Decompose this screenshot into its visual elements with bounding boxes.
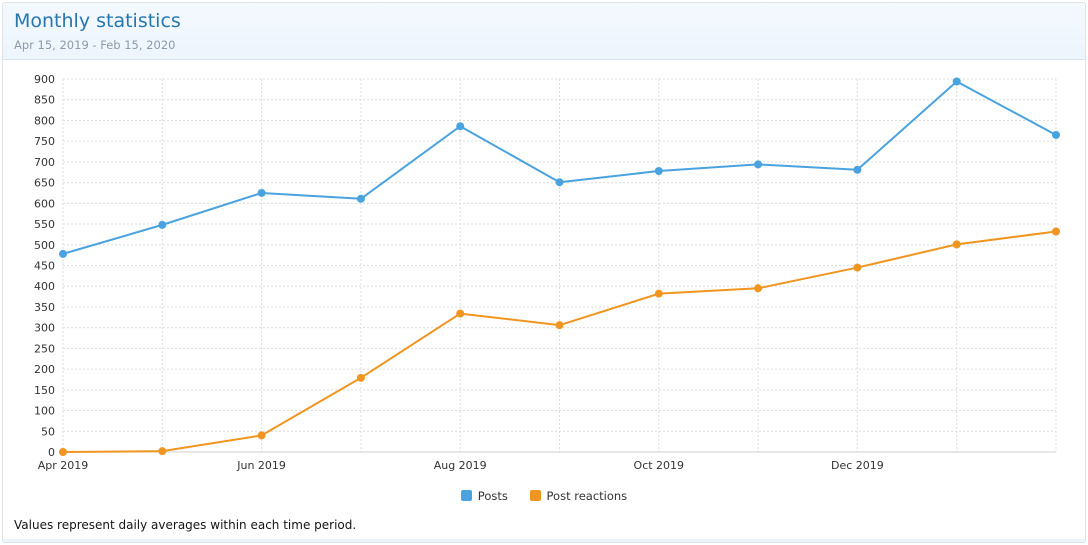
- y-tick-label: 300: [34, 322, 55, 335]
- y-tick-label: 800: [34, 114, 55, 127]
- y-tick-label: 700: [34, 156, 55, 169]
- post-reactions-point: [158, 447, 167, 456]
- x-tick-label: Dec 2019: [831, 459, 884, 472]
- posts-swatch: [460, 490, 472, 501]
- y-tick-label: 600: [34, 197, 55, 210]
- y-tick-label: 550: [34, 218, 55, 231]
- posts-point: [654, 167, 663, 176]
- y-tick-label: 900: [34, 73, 55, 86]
- posts-point: [257, 188, 266, 197]
- posts-point: [555, 178, 564, 187]
- legend-label-posts: Posts: [477, 489, 508, 503]
- post-reactions-point: [257, 431, 266, 440]
- y-tick-label: 150: [34, 384, 55, 397]
- legend-item-post-reactions[interactable]: Post reactions: [529, 489, 628, 503]
- post-reactions-point: [952, 240, 961, 249]
- line-chart: 0 50 100 150 200 250 300 350 400 450 500 550 600 650 7…: [34, 73, 1060, 472]
- posts-point: [1052, 130, 1060, 139]
- y-tick-label: 50: [41, 425, 55, 438]
- posts-point: [853, 165, 862, 174]
- y-tick-label: 750: [34, 135, 55, 148]
- post-reactions-swatch: [529, 490, 541, 501]
- chart-legend: Posts Post reactions: [3, 489, 1085, 503]
- x-tick-label: Aug 2019: [434, 459, 487, 472]
- y-tick-label: 400: [34, 280, 55, 293]
- y-tick-label: 100: [34, 405, 55, 418]
- post-reactions-point: [654, 289, 663, 298]
- legend-item-posts[interactable]: Posts: [460, 489, 508, 503]
- x-tick-label: Oct 2019: [634, 459, 685, 472]
- x-tick-label: Jun 2019: [236, 459, 286, 472]
- posts-point: [456, 122, 465, 131]
- posts-point: [356, 194, 365, 203]
- y-tick-label: 850: [34, 94, 55, 107]
- x-tick-label: Apr 2019: [38, 459, 89, 472]
- post-reactions-point: [853, 263, 862, 272]
- y-tick-label: 0: [48, 446, 55, 459]
- y-tick-label: 350: [34, 301, 55, 314]
- posts-point: [59, 249, 67, 258]
- date-range: Apr 15, 2019 - Feb 15, 2020: [14, 38, 176, 52]
- post-reactions-point: [356, 373, 365, 382]
- block-header: Monthly statistics Apr 15, 2019 - Feb 15…: [3, 3, 1085, 60]
- footer-strip: [3, 539, 1085, 542]
- post-reactions-point: [1052, 227, 1060, 236]
- y-tick-label: 200: [34, 363, 55, 376]
- post-reactions-point: [754, 284, 763, 293]
- post-reactions-point: [456, 309, 465, 318]
- posts-point: [158, 220, 167, 229]
- footnote: Values represent daily averages within e…: [14, 518, 357, 532]
- post-reactions-point: [555, 321, 564, 330]
- posts-point: [754, 160, 763, 169]
- page-title: Monthly statistics: [14, 10, 181, 32]
- y-tick-label: 500: [34, 239, 55, 252]
- y-tick-label: 650: [34, 177, 55, 190]
- post-reactions-point: [59, 448, 67, 456]
- legend-label-post-reactions: Post reactions: [546, 489, 628, 503]
- y-tick-label: 250: [34, 342, 55, 355]
- y-tick-label: 450: [34, 260, 55, 273]
- posts-point: [952, 77, 961, 86]
